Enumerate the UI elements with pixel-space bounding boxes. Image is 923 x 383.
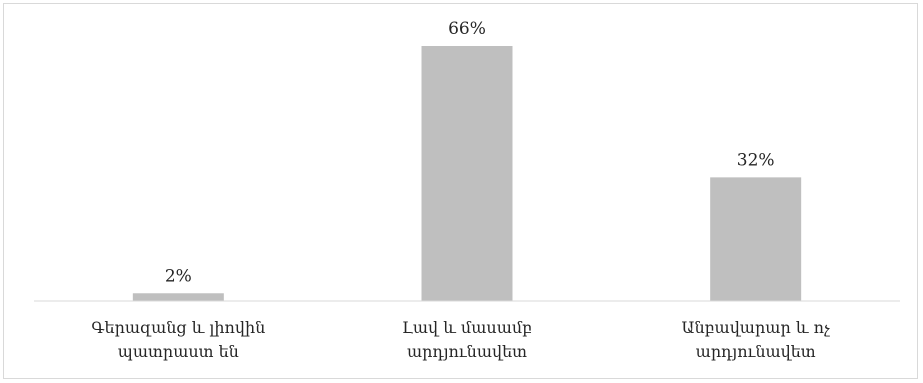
- bar-1: [132, 293, 224, 301]
- bar-3: [710, 177, 802, 301]
- category-label-1-line-2: պատրաստ են: [118, 342, 239, 361]
- category-label-2-line-2: արդյունավետ: [407, 342, 527, 361]
- category-label-2-line-1: Լավ և մասամբ: [402, 318, 532, 337]
- category-label-3-line-2: արդյունավետ: [696, 342, 816, 361]
- category-labels-group: Գերազանց և լիովին պատրաստ են Լավ և մասամբ ա…: [91, 318, 830, 361]
- data-label-1: 2%: [165, 266, 192, 286]
- data-label-3: 32%: [737, 150, 775, 170]
- data-labels-group: 2% 66% 32%: [165, 19, 775, 286]
- data-label-2: 66%: [448, 19, 486, 39]
- category-label-1-line-1: Գերազանց և լիովին: [91, 318, 265, 337]
- bars-group: [132, 46, 802, 301]
- category-label-3-line-1: Անբավարար և ոչ: [682, 318, 830, 337]
- bar-2: [421, 46, 513, 301]
